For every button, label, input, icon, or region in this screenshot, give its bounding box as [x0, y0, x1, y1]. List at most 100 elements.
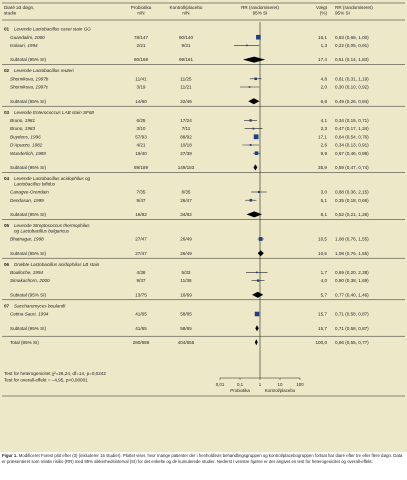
caption-text: Modificeret Forest plot efter (3) (inklu…	[2, 453, 403, 464]
study-control: 7/11	[182, 126, 191, 131]
study-weight: 4,0	[321, 278, 328, 283]
subtotal-diamond	[246, 211, 263, 218]
study-name: Bhatnagar, 1998	[10, 237, 44, 242]
forest-plot-panel	[0, 0, 407, 452]
subtotal-name: Subtotal (95% SI)	[10, 292, 46, 297]
study-control: 9/21	[182, 43, 191, 48]
header-rr-ci: 95% SI	[335, 10, 350, 15]
study-probiotics: 7/35	[137, 190, 146, 195]
header-probiotics: Probiotika	[131, 5, 152, 10]
study-weight: 17,1	[318, 134, 327, 139]
subtotal-diamond	[242, 56, 266, 63]
study-marker	[256, 279, 260, 282]
study-rr-ci: 0,47 (0,17, 1,34)	[335, 126, 369, 131]
study-probiotics: 3/19	[137, 85, 146, 90]
x-tick-label: 100	[296, 382, 304, 387]
subtotal-weight: 17,4	[318, 57, 327, 62]
study-control: 11/36	[180, 278, 192, 283]
study-name: Guandalini, 2000	[10, 35, 45, 40]
study-rr-ci: 0,30 (0,10, 0,92)	[335, 85, 369, 90]
group-id: 06	[4, 262, 10, 267]
study-control: 5/33	[182, 270, 191, 275]
x-tick-label: 0,01	[216, 382, 225, 387]
study-name: Isolauri, 1994	[10, 43, 38, 48]
group-title: Levende Lactobacillus reuteri	[14, 68, 75, 73]
group-id: 04	[4, 176, 10, 181]
study-weight: 4,1	[321, 118, 328, 123]
study-control: 10/18	[180, 143, 192, 148]
study-weight: 1,3	[321, 43, 328, 48]
study-weight: 1,7	[321, 270, 328, 275]
study-marker	[249, 119, 252, 122]
study-weight: 5,1	[321, 198, 328, 203]
group-id: 02	[4, 68, 10, 73]
header-probiotics: n/N	[137, 10, 144, 15]
group-title: Levende Streptococcus thermophilus	[14, 223, 90, 228]
subtotal-name: Subtotal (95% SI)	[10, 251, 46, 256]
subtotal-weight: 6,8	[321, 99, 328, 104]
study-control: 11/21	[180, 85, 192, 90]
forest-plot: Diaré ≥3 døgn,studieProbiotikan/NKontrol…	[2, 2, 405, 397]
subtotal-weight: 8,1	[321, 212, 328, 217]
study-marker	[246, 44, 248, 47]
study-control: 11/25	[180, 76, 192, 81]
study-weight: 4,8	[321, 76, 328, 81]
study-probiotics: 4/21	[137, 143, 146, 148]
study-rr-ci: 0,35 (0,18, 0,66)	[335, 198, 369, 203]
study-weight: 3,0	[321, 190, 328, 195]
subtotal-probiotics: 13/75	[135, 292, 147, 297]
study-rr-ci: 0,61 (0,31, 1,19)	[335, 76, 369, 81]
subtotal-probiotics: 16/82	[135, 212, 147, 217]
header-rr: RR (randomiseret)	[241, 5, 279, 10]
subtotal-control: 26/49	[180, 251, 192, 256]
study-name: Simakachorn, 2000	[10, 278, 50, 283]
subtotal-control: 34/82	[180, 212, 192, 217]
subtotal-weight: 10,5	[318, 251, 327, 256]
study-name: D'Apuzzo, 1982	[10, 143, 43, 148]
group-title: Lactobacillus bifidus	[14, 181, 56, 186]
study-control: 8/35	[182, 190, 191, 195]
subtotal-rr-ci: 0,49 (0,26, 0,94)	[335, 99, 369, 104]
subtotal-control: 58/65	[180, 326, 192, 331]
study-control: 17/24	[180, 118, 192, 123]
study-name: Wunderlich, 1989	[10, 151, 46, 156]
study-rr-ci: 0,80 (0,38, 1,69)	[335, 278, 369, 283]
group-title: Saccharomyces boulardii	[14, 303, 66, 308]
study-marker	[255, 271, 258, 274]
subtotal-name: Subtotal (95% SI)	[10, 212, 46, 217]
study-marker	[248, 86, 251, 88]
subtotal-rr-ci: 0,52 (0,21, 1,28)	[335, 212, 369, 217]
subtotal-diamond	[255, 325, 259, 332]
figure-caption: Figur 1. Modificeret Forest plot efter (…	[2, 453, 405, 464]
group-id: 03	[4, 110, 10, 115]
header-rr-ci: RR (randomiseret)	[335, 5, 373, 10]
study-rr-ci: 0,69 (0,20, 2,38)	[335, 270, 369, 275]
study-marker	[258, 237, 263, 241]
header-weight: Vægt	[316, 5, 328, 10]
study-rr-ci: 0,83 (0,68, 1,00)	[335, 35, 369, 40]
total-control: 404/655	[178, 340, 195, 345]
study-rr-ci: 0,88 (0,36, 2,15)	[335, 190, 369, 195]
study-name: Bruno, 1981	[10, 118, 35, 123]
study-marker	[253, 134, 259, 140]
study-weight: 9,9	[321, 151, 328, 156]
study-probiotics: 4/38	[137, 270, 146, 275]
subtotal-probiotics: 41/65	[135, 326, 147, 331]
subtotal-probiotics: 80/168	[134, 57, 148, 62]
heterogeneity-test: Test for heterogenicitet χ²=26,24, df=14…	[4, 371, 106, 376]
study-control: 58/65	[180, 312, 192, 317]
header-weight: (%)	[320, 10, 328, 15]
study-rr-ci: 0,71 (0,58, 0,87)	[335, 312, 369, 317]
study-marker	[249, 198, 253, 202]
study-rr-ci: 0,34 (0,13, 0,91)	[335, 143, 369, 148]
subtotal-probiotics: 27/47	[135, 251, 147, 256]
study-weight: 10,5	[318, 237, 327, 242]
x-tick-label: 0,1	[237, 382, 244, 387]
subtotal-rr-ci: 0,71 (0,58, 0,87)	[335, 326, 369, 331]
x-label-right: Kontrol/placebo	[265, 388, 296, 393]
total-probiotics: 280/686	[133, 340, 150, 345]
subtotal-rr-ci: 0,51 (0,14, 1,83)	[335, 57, 369, 62]
study-marker	[254, 311, 260, 317]
group-id: 01	[4, 27, 10, 32]
study-rr-ci: 1,08 (0,76, 1,55)	[335, 237, 369, 242]
